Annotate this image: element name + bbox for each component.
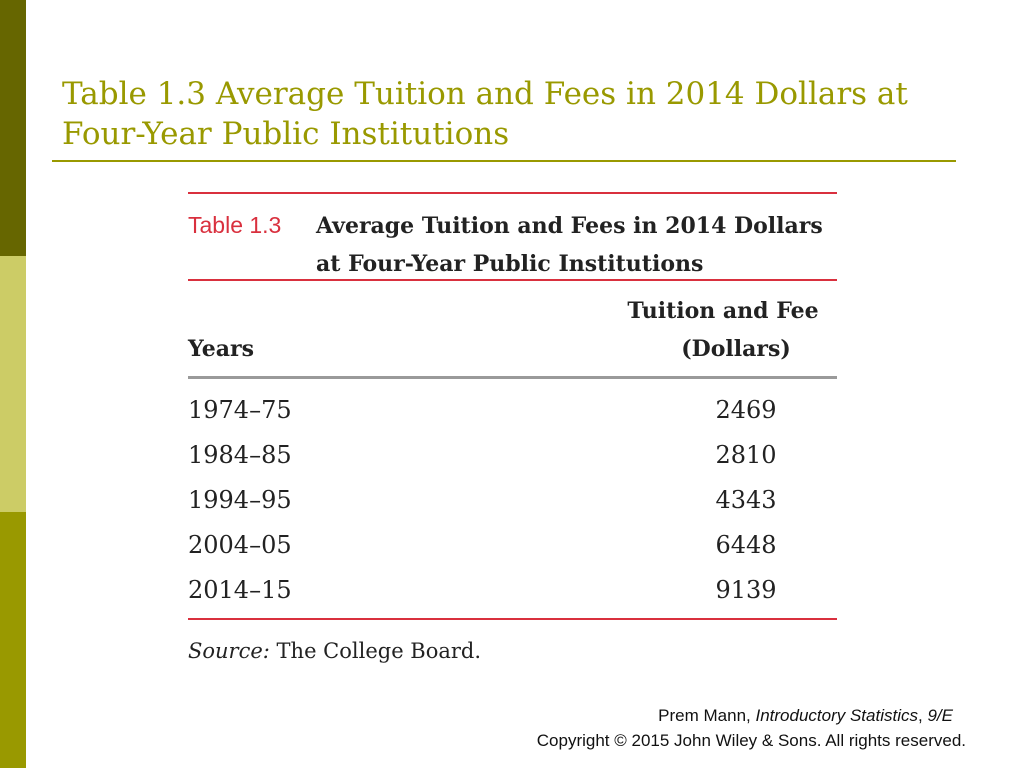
table-bottom-rule (188, 617, 837, 620)
table-header-rule (188, 376, 837, 379)
table-row: 1994–95 4343 (188, 478, 837, 523)
table-row: 2014–15 9139 (188, 567, 837, 612)
year-cell: 1994–95 (188, 485, 292, 514)
source-label: Source: (188, 638, 270, 663)
year-cell: 1974–75 (188, 396, 292, 425)
slide-title: Table 1.3 Average Tuition and Fees in 20… (62, 76, 908, 152)
column-header-years: Years (188, 336, 255, 362)
year-cell: 1984–85 (188, 441, 292, 470)
column-header-tuition: Tuition and Fee (Dollars) (613, 292, 833, 368)
footer-author: Prem Mann, (658, 706, 751, 725)
footer-copyright: Copyright © 2015 John Wiley & Sons. All … (536, 731, 966, 750)
tuition-cell: 9139 (715, 575, 777, 604)
year-cell: 2004–05 (188, 530, 292, 559)
sidebar-band-light (0, 256, 26, 512)
tuition-cell: 2810 (715, 441, 777, 470)
table-header: Years Tuition and Fee (Dollars) (188, 281, 837, 376)
table-caption: Table 1.3 Average Tuition and Fees in 20… (188, 194, 837, 279)
column-header-tuition-line1: Tuition and Fee (627, 298, 819, 324)
footer-citation: Prem Mann, Introductory Statistics, 9/E (658, 706, 953, 725)
table-label: Table 1.3 (188, 212, 282, 238)
tuition-cell: 6448 (715, 530, 777, 559)
table-caption-title: Average Tuition and Fees in 2014 Dollars… (316, 213, 823, 277)
table-top-rule (188, 192, 837, 194)
source-text: The College Board. (276, 638, 482, 663)
table-row: 1984–85 2810 (188, 433, 837, 478)
year-cell: 2014–15 (188, 575, 292, 604)
tuition-cell: 2469 (715, 396, 777, 425)
tuition-cell: 4343 (715, 485, 777, 514)
footer: Prem Mann, Introductory Statistics, 9/E … (537, 703, 966, 753)
table-source: Source: The College Board. (188, 637, 837, 665)
footer-book-title: Introductory Statistics (755, 706, 918, 725)
sidebar-band-dark (0, 0, 26, 256)
table-row: 2004–05 6448 (188, 522, 837, 567)
table-row: 1974–75 2469 (188, 388, 837, 433)
sidebar-band-medium (0, 512, 26, 768)
footer-edition: 9/E (927, 706, 953, 725)
table-caption-rule (188, 279, 837, 281)
table-image: Table 1.3 Average Tuition and Fees in 20… (188, 192, 837, 665)
column-header-tuition-line2: (Dollars) (681, 336, 791, 362)
title-divider (52, 160, 956, 162)
table-body: 1974–75 2469 1984–85 2810 1994–95 4343 2… (188, 379, 837, 618)
